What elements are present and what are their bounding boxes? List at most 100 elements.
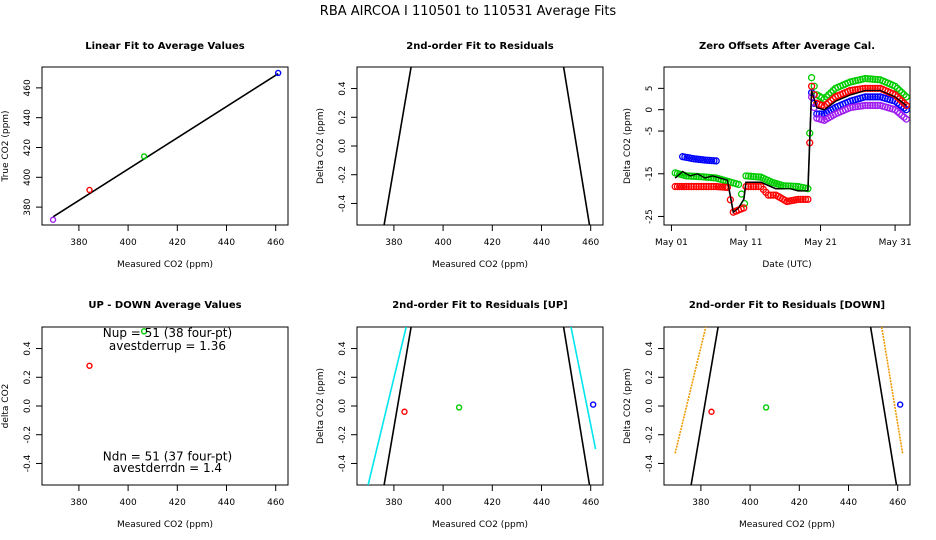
series-point-green — [747, 172, 755, 180]
y-tick-label: 380 — [23, 198, 33, 215]
x-axis-label: Measured CO2 (ppm) — [432, 520, 528, 530]
x-tick-label: 420 — [484, 238, 501, 248]
series-point-green — [687, 172, 695, 180]
plot-title: 2nd-order Fit to Residuals — [406, 41, 554, 52]
x-tick-label: 440 — [533, 498, 550, 508]
y-tick-label: -0.4 — [23, 454, 33, 472]
y-tick-label: 0.2 — [23, 370, 33, 384]
fit-line-black — [690, 327, 719, 485]
series-point-red — [794, 195, 802, 204]
x-tick-label: 460 — [889, 498, 906, 508]
y-tick-label: -0.4 — [338, 194, 348, 212]
x-tick-label: 380 — [385, 498, 402, 508]
y-tick-label: 0.2 — [338, 370, 348, 384]
fit-line-orange — [674, 327, 707, 454]
fit-line-orange — [880, 327, 904, 454]
x-axis-label: Measured CO2 (ppm) — [117, 260, 213, 270]
plot-p3: Zero Offsets After Average Cal. Date (UTC… — [623, 41, 912, 270]
x-tick-label: 380 — [70, 498, 87, 508]
x-tick-label: 380 — [692, 498, 709, 508]
series-point-purple — [902, 115, 910, 123]
plot-title: Linear Fit to Average Values — [85, 41, 245, 52]
data-point-green — [140, 153, 148, 160]
series-point-red — [707, 182, 715, 191]
series-point-green — [898, 88, 906, 97]
y-tick-label: -15 — [645, 166, 655, 181]
data-point-red — [86, 186, 93, 194]
x-axis-label: Date (UTC) — [762, 260, 811, 270]
y-tick-label: 0.4 — [338, 341, 348, 356]
annotation-text: avestderrup = 1.36 — [109, 339, 226, 353]
data-point-red — [86, 362, 93, 369]
series-point-red — [752, 182, 760, 191]
x-axis-label: Measured CO2 (ppm) — [117, 520, 213, 530]
y-tick-label: 0.0 — [338, 139, 348, 154]
x-tick-label: 420 — [484, 498, 501, 508]
mean-offset-line — [674, 89, 907, 214]
series-point-blue — [712, 157, 720, 165]
series-point-red — [807, 82, 816, 90]
x-axis-label: Measured CO2 (ppm) — [739, 520, 835, 530]
annotation-text: Nup = 51 (38 four-pt) — [103, 326, 232, 340]
series-point-green — [861, 74, 869, 83]
series-point-green — [874, 75, 882, 84]
y-tick-label: 0 — [645, 107, 655, 113]
series-point-red — [702, 182, 710, 191]
series-point-red — [692, 182, 700, 191]
y-tick-label: -0.2 — [645, 426, 655, 444]
annotation-text: avestderrdn = 1.4 — [113, 461, 222, 475]
plot-frame — [356, 326, 604, 486]
y-tick-label: 420 — [23, 139, 33, 156]
y-tick-label: -5 — [645, 127, 655, 136]
data-point-purple — [49, 216, 57, 223]
series-point-purple — [861, 101, 869, 110]
x-tick-label: May 21 — [804, 238, 837, 248]
fit-line-black — [383, 327, 412, 485]
y-tick-label: -0.2 — [338, 166, 348, 184]
series-point-green — [866, 75, 874, 83]
series-point-green — [697, 173, 705, 181]
series-point-red — [671, 182, 679, 191]
series-point-red — [900, 99, 908, 107]
series-point-red — [891, 91, 899, 99]
y-tick-label: 0.2 — [645, 370, 655, 384]
series-point-green — [871, 75, 879, 84]
x-tick-label: 400 — [435, 498, 452, 508]
x-tick-label: 440 — [533, 238, 550, 248]
series-point-green — [864, 75, 872, 83]
fit-line-cyan — [367, 327, 407, 485]
series-point-red — [749, 182, 758, 191]
series-point-red — [866, 84, 874, 93]
series-point-red — [685, 182, 693, 191]
series-point-green — [895, 86, 904, 95]
x-tick-label: 400 — [435, 238, 452, 248]
y-tick-label: -0.4 — [645, 454, 655, 472]
x-tick-label: 460 — [582, 238, 599, 248]
x-axis-label: Measured CO2 (ppm) — [432, 260, 528, 270]
series-point-blue — [866, 93, 874, 101]
series-point-blue — [861, 93, 869, 101]
y-tick-label: 0.0 — [23, 399, 33, 414]
series-point-red — [695, 182, 703, 191]
series-point-green — [744, 172, 753, 180]
series-point-green — [742, 172, 750, 180]
series-point-red — [861, 84, 869, 93]
data-point-red — [401, 408, 408, 415]
y-axis-label: Delta CO2 (ppm) — [623, 108, 633, 184]
data-point-blue — [274, 69, 282, 77]
series-point-green — [825, 91, 833, 99]
plot-title: 2nd-order Fit to Residuals [UP] — [392, 300, 568, 311]
x-tick-label: 380 — [385, 238, 402, 248]
series-point-red — [673, 182, 682, 191]
x-tick-label: 440 — [218, 498, 235, 508]
series-point-red — [796, 195, 805, 204]
series-point-red — [678, 182, 686, 191]
plot-title: 2nd-order Fit to Residuals [DOWN] — [689, 300, 885, 311]
fit-line-black — [562, 327, 591, 485]
series-point-red — [767, 191, 775, 199]
series-point-red — [864, 84, 872, 93]
plot-frame — [41, 66, 289, 226]
y-tick-label: 0.4 — [23, 341, 33, 356]
y-tick-label: -0.2 — [338, 426, 348, 444]
fit-line-black — [383, 67, 412, 225]
